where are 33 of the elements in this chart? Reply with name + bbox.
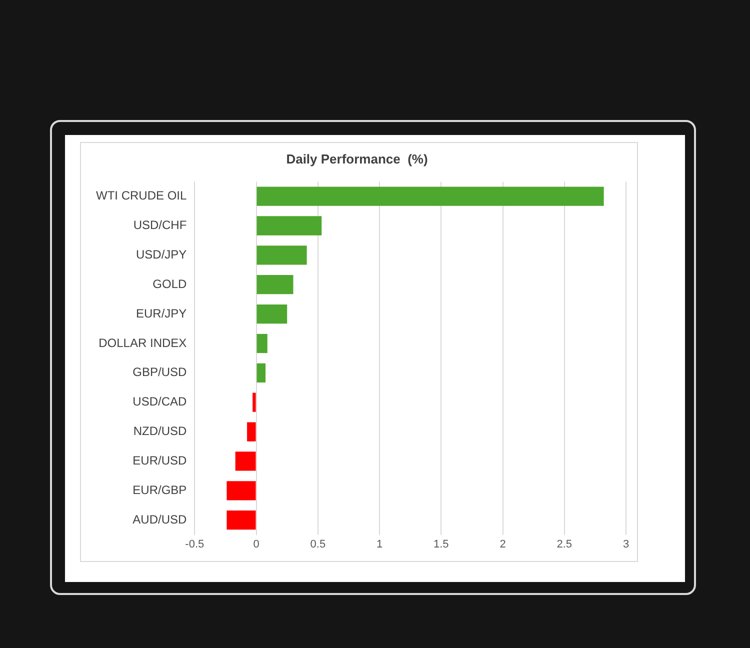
bar [252, 392, 256, 412]
bar [256, 216, 322, 236]
x-tick-label: -0.5 [185, 538, 204, 550]
bar [247, 422, 256, 442]
bar [235, 452, 256, 471]
x-tick-label: 1.5 [433, 538, 449, 550]
bar [256, 246, 307, 265]
y-tick-label: EUR/USD [132, 454, 187, 468]
y-tick-label: USD/CHF [133, 218, 187, 232]
bar [256, 275, 294, 294]
y-tick-label: AUD/USD [132, 512, 187, 526]
bar [256, 186, 604, 206]
bar [256, 304, 288, 324]
x-tick-label: 0.5 [310, 538, 326, 550]
y-tick-label: WTI CRUDE OIL [96, 188, 187, 203]
y-tick-label: GBP/USD [132, 365, 187, 380]
y-tick-label: USD/CAD [132, 394, 187, 409]
y-tick-label: GOLD [152, 276, 187, 291]
x-tick-label: 1 [376, 538, 383, 550]
y-tick-label: EUR/JPY [136, 306, 187, 320]
y-tick-label: USD/JPY [136, 247, 187, 262]
x-tick-label: 0 [253, 538, 260, 550]
bar [256, 363, 266, 382]
bar [226, 510, 256, 530]
x-tick-label: 3 [622, 538, 630, 550]
y-tick-label: DOLLAR INDEX [98, 336, 187, 350]
bar [226, 481, 256, 500]
bar [256, 334, 268, 354]
x-tick-label: 2 [500, 538, 506, 550]
x-tick-label: 2.5 [556, 538, 572, 550]
chart-title: Daily Performance (%) [286, 151, 428, 166]
y-tick-label: NZD/USD [133, 424, 187, 438]
y-tick-label: EUR/GBP [132, 482, 187, 497]
